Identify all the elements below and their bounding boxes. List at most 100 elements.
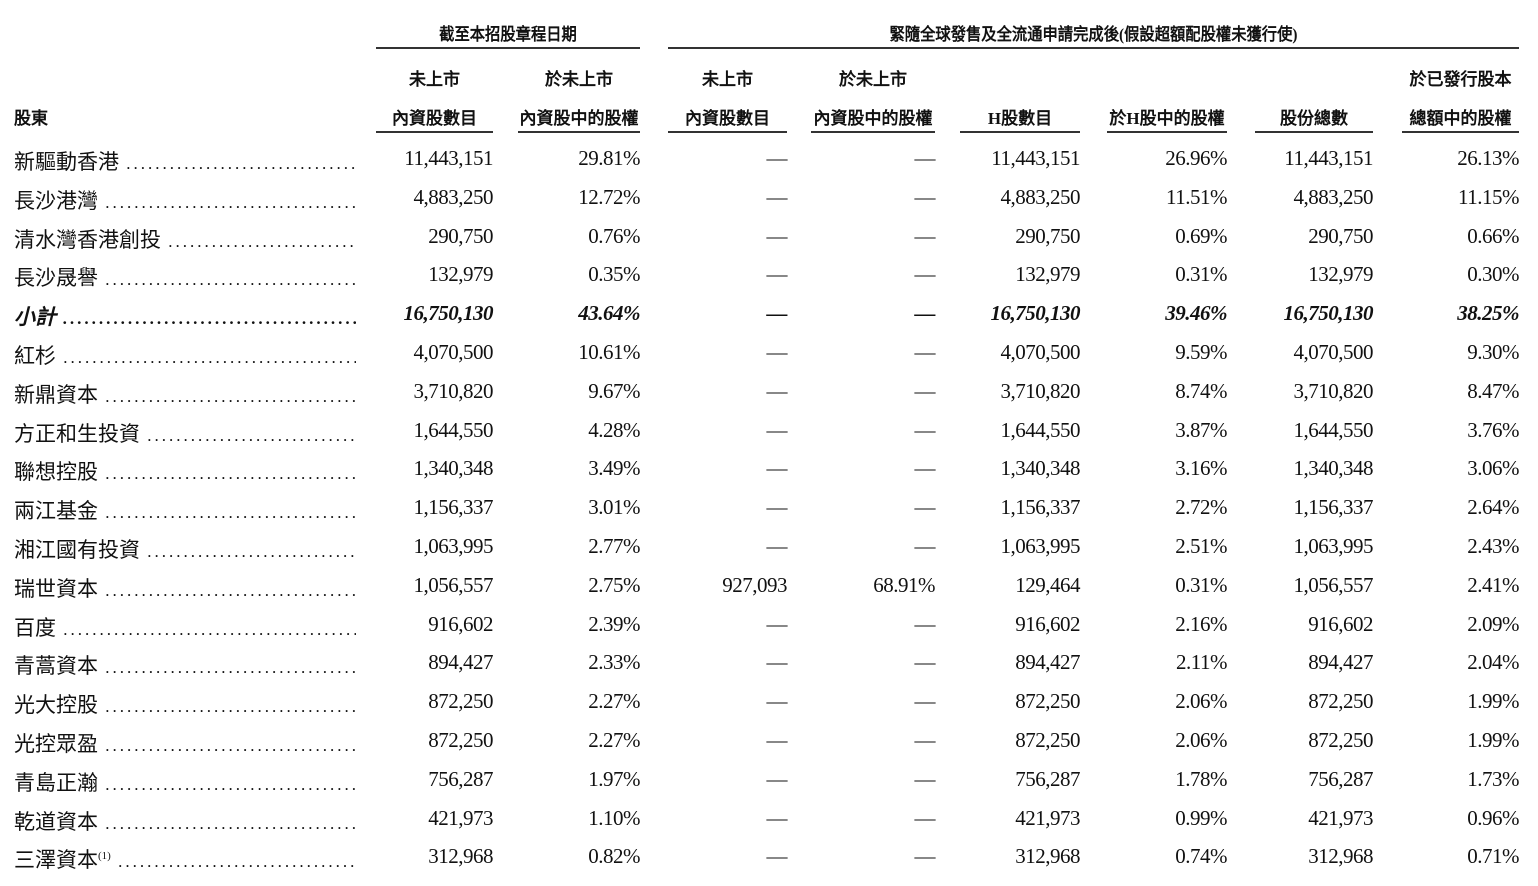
cell-col-8: 3.76% <box>1467 417 1519 442</box>
shareholder-name: 百度 .....................................… <box>14 612 356 642</box>
cell-col-5: 4,883,250 <box>1000 184 1081 209</box>
shareholder-name: 青島正瀚 ...................................… <box>14 767 356 797</box>
dot-leader: ........................................… <box>63 619 356 639</box>
cell-col-5: 1,063,995 <box>1000 534 1081 558</box>
cell-col-2: 29.81% <box>578 146 640 170</box>
cell-col-8: 0.71% <box>1467 844 1519 869</box>
shareholder-name-text: 百度 <box>14 615 56 640</box>
cell-col-5: 916,602 <box>1015 611 1080 636</box>
cell-col-2: 2.77% <box>588 534 640 558</box>
shareholder-name: 小計 .....................................… <box>14 301 356 331</box>
cell-col-3: — <box>766 223 788 248</box>
cell-col-3: — <box>766 146 788 170</box>
dot-leader: ........................................… <box>105 736 356 755</box>
shareholder-name: 紅杉 .....................................… <box>14 340 356 370</box>
dot-leader: ........................................… <box>105 386 356 406</box>
cell-col-1: 1,063,995 <box>413 534 494 558</box>
shareholder-name: 瑞世資本 ...................................… <box>14 573 356 603</box>
dot-leader: ........................................… <box>147 425 356 445</box>
cell-col-8: 11.15% <box>1458 184 1519 209</box>
shareholder-name-text: 光控眾盈 <box>14 732 98 756</box>
column-header-rule <box>960 131 1080 133</box>
column-header-4-line1: 於未上市 <box>839 70 907 89</box>
column-header-3-line1: 未上市 <box>702 70 753 89</box>
cell-col-1: 16,750,130 <box>403 301 494 326</box>
cell-col-7: 4,883,250 <box>1293 184 1374 209</box>
cell-col-4: — <box>914 805 936 830</box>
cell-col-4: 68.91% <box>873 572 935 597</box>
cell-col-6: 0.74% <box>1175 844 1227 869</box>
cell-col-5: 129,464 <box>1015 572 1080 597</box>
cell-col-7: 312,968 <box>1308 844 1373 869</box>
cell-col-7: 872,250 <box>1308 689 1373 714</box>
cell-col-7: 16,750,130 <box>1283 301 1374 326</box>
cell-col-7: 756,287 <box>1308 766 1373 791</box>
cell-col-6: 39.46% <box>1165 301 1227 326</box>
cell-col-7: 1,156,337 <box>1293 495 1374 520</box>
cell-col-5: 756,287 <box>1015 766 1080 791</box>
shareholder-name-text: 長沙晟譽 <box>14 266 98 291</box>
cell-col-4: — <box>914 534 936 558</box>
cell-col-3: — <box>766 650 788 675</box>
cell-col-7: 1,056,557 <box>1293 572 1374 597</box>
column-header-rule <box>518 131 640 133</box>
dot-leader: ........................................… <box>105 813 356 833</box>
cell-col-1: 756,287 <box>428 766 493 791</box>
dot-leader: ........................................… <box>105 192 356 212</box>
cell-col-8: 1.73% <box>1467 766 1519 791</box>
cell-col-6: 3.87% <box>1175 417 1227 442</box>
cell-col-1: 1,644,550 <box>413 417 494 442</box>
column-header-2-line2: 內資股中的股權 <box>519 109 639 128</box>
dot-leader: ........................................… <box>63 348 356 367</box>
cell-col-2: 2.39% <box>588 611 640 636</box>
cell-col-5: 421,973 <box>1015 805 1080 830</box>
cell-col-2: 0.82% <box>588 844 640 869</box>
cell-col-4: — <box>914 611 936 636</box>
cell-col-3: — <box>766 378 788 403</box>
cell-col-3: — <box>766 844 788 869</box>
dot-leader: ........................................… <box>105 464 356 484</box>
cell-col-1: 421,973 <box>428 805 493 830</box>
cell-col-6: 26.96% <box>1165 146 1227 170</box>
cell-col-7: 894,427 <box>1308 650 1373 675</box>
cell-col-7: 872,250 <box>1308 728 1373 752</box>
shareholder-name-text: 青蒿資本 <box>14 654 98 679</box>
shareholder-name-text: 瑞世資本 <box>14 576 98 601</box>
cell-col-4: — <box>914 689 936 714</box>
cell-col-2: 0.76% <box>588 223 640 248</box>
cell-col-1: 1,340,348 <box>413 456 494 481</box>
shareholder-name: 乾道資本 ...................................… <box>14 806 356 836</box>
column-header-7-line2: 股份總數 <box>1280 109 1348 128</box>
shareholder-name-text: 兩江基金 <box>14 499 98 524</box>
cell-col-8: 0.66% <box>1467 223 1519 248</box>
footnote-ref: (1) <box>98 850 111 863</box>
cell-col-4: — <box>914 340 936 364</box>
column-header-1-line1: 未上市 <box>409 70 460 89</box>
cell-col-4: — <box>914 184 936 209</box>
cell-col-1: 1,156,337 <box>413 495 494 520</box>
shareholder-name-text: 青島正瀚 <box>14 770 98 795</box>
column-header-6-line2: 於H股中的股權 <box>1109 109 1225 128</box>
cell-col-8: 2.41% <box>1467 572 1519 597</box>
cell-col-7: 4,070,500 <box>1293 340 1374 364</box>
cell-col-5: 16,750,130 <box>990 301 1081 326</box>
cell-col-8: 2.09% <box>1467 611 1519 636</box>
shareholder-name-text: 乾道資本 <box>14 809 98 834</box>
cell-col-8: 3.06% <box>1467 456 1519 481</box>
cell-col-3: — <box>766 611 788 636</box>
cell-col-5: 132,979 <box>1015 262 1080 287</box>
cell-col-2: 10.61% <box>578 340 640 364</box>
shareholder-name-text: 聯想控股 <box>14 460 98 485</box>
cell-col-4: — <box>914 728 936 752</box>
cell-col-7: 1,644,550 <box>1293 417 1374 442</box>
cell-col-2: 1.10% <box>588 805 640 830</box>
shareholder-name-text: 紅杉 <box>14 344 56 368</box>
cell-col-5: 1,156,337 <box>1000 495 1081 520</box>
shareholder-name-text: 新鼎資本 <box>14 382 98 407</box>
shareholder-name: 新驅動香港 ..................................… <box>14 146 356 176</box>
cell-col-1: 4,883,250 <box>413 184 494 209</box>
shareholder-name-text: 湘江國有投資 <box>14 538 140 562</box>
cell-col-6: 1.78% <box>1175 766 1227 791</box>
cell-col-2: 43.64% <box>578 301 640 326</box>
column-header-4-line2: 內資股中的股權 <box>813 109 933 128</box>
